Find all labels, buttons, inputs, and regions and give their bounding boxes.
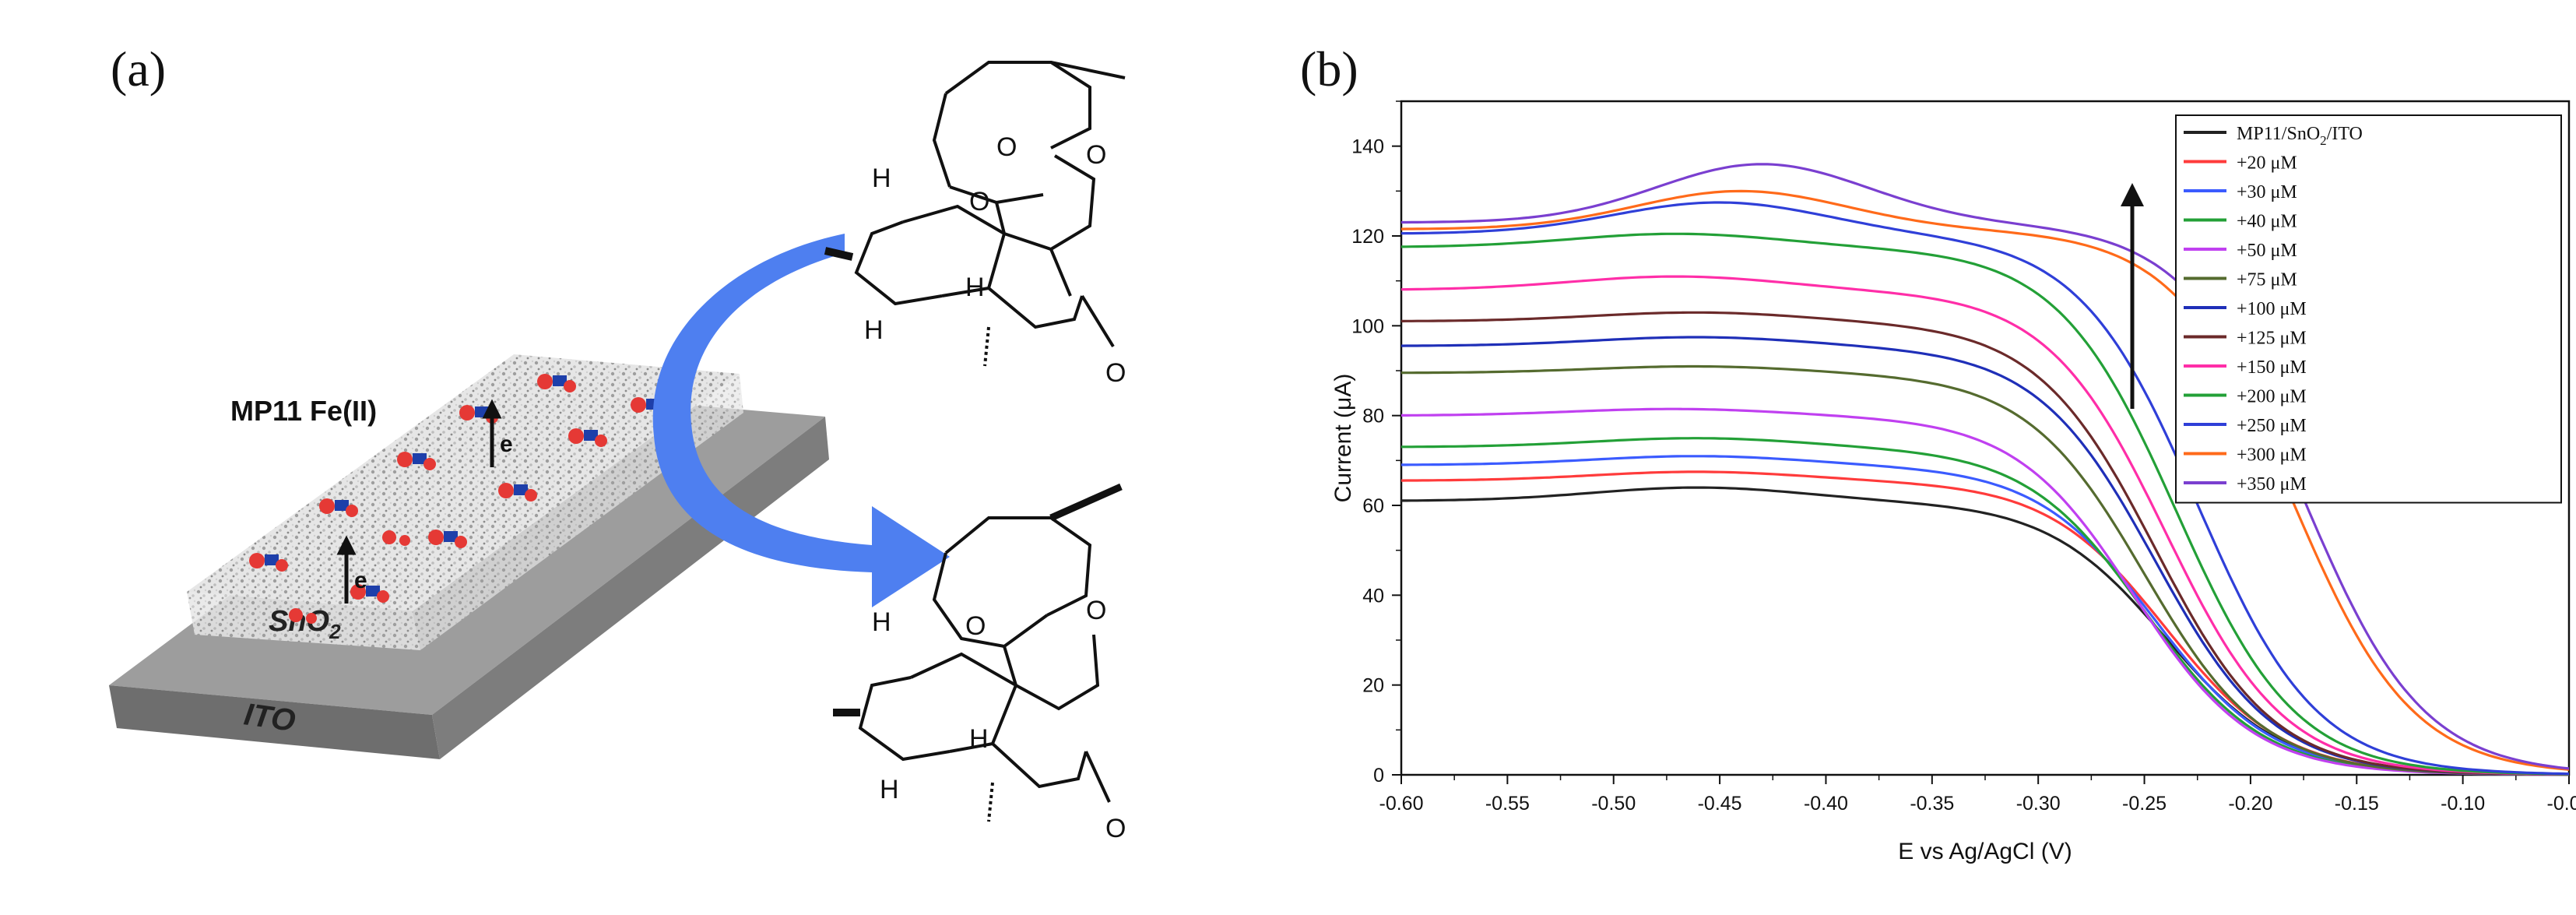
radical-structure bbox=[833, 483, 1123, 822]
legend-entry-3: +40 μM bbox=[2237, 212, 2297, 232]
panel-b: (b) -0.60 -0.55 -0.50 -0.45 -0.40 -0.35 -0.30-… bbox=[1277, 0, 2576, 911]
x-axis-title: E vs Ag/AgCl (V) bbox=[1898, 839, 2072, 864]
atom-h1: H bbox=[872, 164, 891, 193]
panel-b-letter: (b) bbox=[1300, 41, 1358, 97]
legend-entry-2: +30 μM bbox=[2237, 182, 2297, 202]
y-tick-label: 80 bbox=[1362, 406, 1384, 428]
legend-entry-6: +100 μM bbox=[2237, 299, 2307, 319]
x-tick-label: -0.25 bbox=[2122, 793, 2167, 815]
series-line-0 bbox=[1401, 486, 2569, 776]
atom-o5: O bbox=[965, 611, 986, 641]
atom-o4: O bbox=[1105, 358, 1126, 388]
plot-area: -0.60 -0.55 -0.50 -0.45 -0.40 -0.35 -0.30 -0.25… bbox=[1330, 100, 2576, 864]
series-line-4 bbox=[1401, 407, 2569, 776]
atom-o7: O bbox=[1105, 814, 1126, 843]
legend-entry-10: +250 μM bbox=[2237, 416, 2307, 436]
x-tick-label: -0.15 bbox=[2335, 793, 2379, 815]
y-tick-label: 140 bbox=[1351, 136, 1384, 158]
y-tick-label: 0 bbox=[1373, 765, 1384, 787]
y-tick-label: 40 bbox=[1362, 585, 1384, 607]
atom-o6: O bbox=[1086, 596, 1106, 625]
series-line-8 bbox=[1400, 275, 2570, 776]
legend-entry-0: MP11/SnO2/ITO bbox=[2237, 124, 2363, 148]
x-tick-label: -0.50 bbox=[1591, 793, 1636, 815]
panel-a-figure: (a) ITO SnO2 bbox=[109, 41, 1126, 843]
voltammogram-chart: (b) -0.60 -0.55 -0.50 -0.45 -0.40 -0.35 -0.30-… bbox=[1300, 41, 2576, 864]
x-tick-label: -0.10 bbox=[2441, 793, 2485, 815]
legend-entry-8: +150 μM bbox=[2237, 357, 2307, 378]
atom-h5: H bbox=[880, 775, 899, 804]
atom-o3: O bbox=[1086, 140, 1106, 170]
legend-entry-4: +50 μM bbox=[2237, 241, 2297, 261]
x-tick-label: -0.45 bbox=[1698, 793, 1742, 815]
series-line-5 bbox=[1401, 364, 2569, 776]
legend-entry-7: +125 μM bbox=[2237, 329, 2307, 349]
series-line-1 bbox=[1400, 470, 2570, 776]
series-line-9 bbox=[1400, 232, 2570, 776]
atom-o1: O bbox=[969, 187, 989, 216]
y-tick-label: 20 bbox=[1362, 675, 1384, 697]
legend-box bbox=[2175, 114, 2562, 504]
reaction-arrow bbox=[652, 234, 950, 607]
atom-h2: H bbox=[864, 315, 884, 345]
series-line-7 bbox=[1400, 311, 2570, 776]
y-tick-label: 60 bbox=[1362, 495, 1384, 517]
x-tick-label: -0.60 bbox=[1379, 793, 1424, 815]
legend-entry-1: +20 μM bbox=[2237, 153, 2297, 174]
x-tick-label: -0.30 bbox=[2016, 793, 2061, 815]
x-tick-label: -0.35 bbox=[1910, 793, 1954, 815]
artemisinin-structure bbox=[824, 61, 1126, 367]
series-line-11 bbox=[1400, 189, 2570, 771]
electron-label-lower: e bbox=[354, 568, 367, 593]
y-tick-label: 100 bbox=[1351, 315, 1384, 337]
x-tick-label: -0.55 bbox=[1485, 793, 1530, 815]
ito-label: ITO bbox=[242, 697, 297, 738]
atom-h4: H bbox=[872, 607, 891, 637]
x-tick-label: -0.05 bbox=[2547, 793, 2576, 815]
legend-entry-9: +200 μM bbox=[2237, 387, 2307, 407]
series-line-2 bbox=[1401, 455, 2569, 776]
y-tick-label: 120 bbox=[1351, 226, 1384, 248]
atom-o2: O bbox=[996, 132, 1017, 162]
atom-h3: H bbox=[965, 273, 985, 302]
y-axis-title: Current (μA) bbox=[1330, 374, 1356, 503]
x-tick-label: -0.40 bbox=[1804, 793, 1848, 815]
panel-a-letter: (a) bbox=[111, 41, 166, 97]
mp11-label: MP11 Fe(II) bbox=[230, 395, 377, 427]
legend-entry-12: +350 μM bbox=[2237, 474, 2307, 494]
atom-h6: H bbox=[969, 724, 989, 754]
series-line-10 bbox=[1400, 201, 2570, 776]
legend-entry-5: +75 μM bbox=[2237, 270, 2297, 290]
electron-label-upper: e bbox=[500, 431, 513, 457]
legend-entry-11: +300 μM bbox=[2237, 445, 2307, 466]
series-line-12 bbox=[1401, 163, 2570, 770]
x-tick-label: -0.20 bbox=[2228, 793, 2272, 815]
panel-a: (a) ITO SnO2 bbox=[0, 0, 1277, 911]
